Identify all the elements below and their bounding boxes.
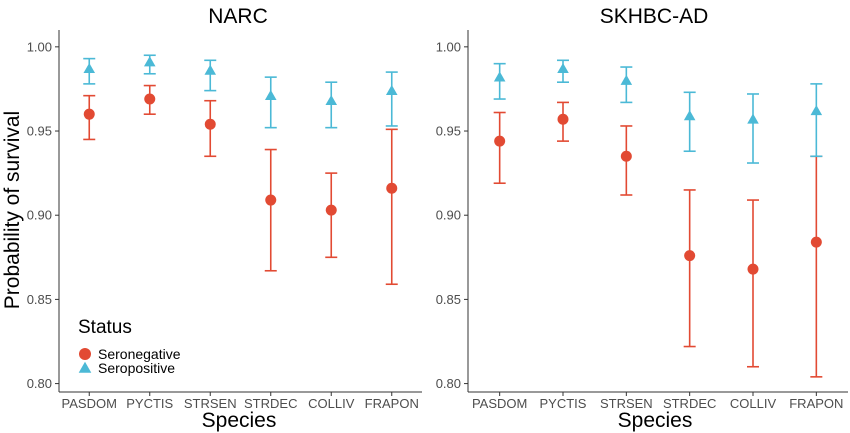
x-tick-label: STRDEC	[244, 396, 297, 411]
y-tick-label: 0.80	[27, 376, 52, 391]
data-point	[83, 62, 96, 74]
x-axis-title: Species	[202, 409, 277, 432]
data-point	[385, 84, 398, 95]
legend-key-triangle	[78, 361, 92, 373]
x-tick-label: STRDEC	[663, 396, 716, 411]
data-point	[620, 150, 632, 162]
legend-title: Status	[78, 317, 132, 338]
data-point	[810, 105, 823, 116]
y-tick-label: 0.85	[436, 292, 461, 307]
panel-1: NARC 0.80 0.85 0.90 0.95 1.00 PASDOM PYCTIS STRS…	[27, 5, 422, 432]
panel-title: NARC	[208, 5, 268, 28]
data-point	[144, 93, 156, 105]
data-point	[204, 64, 217, 75]
data-point	[264, 89, 277, 100]
y-tick-label: 0.90	[27, 208, 52, 223]
data-point	[747, 263, 759, 275]
data-point	[747, 113, 759, 124]
data-point	[325, 204, 337, 216]
data-point	[810, 236, 822, 248]
data-point	[494, 135, 506, 147]
y-tick-label: 1.00	[436, 39, 461, 54]
x-tick-label: FRAPON	[365, 396, 419, 411]
x-tick-label: PASDOM	[472, 396, 527, 411]
panel-title: SKHBC-AD	[600, 5, 709, 28]
x-tick-label: COLLIV	[308, 396, 355, 411]
x-tick-label: PYCTIS	[126, 396, 173, 411]
legend-key-circle	[79, 348, 91, 360]
data-point	[620, 74, 633, 85]
data-point	[325, 94, 338, 106]
y-tick-label: 0.95	[436, 124, 461, 139]
y-tick-label: 0.80	[436, 376, 461, 391]
series-seropositive	[83, 54, 398, 129]
legend-item-seropositive: Seropositive	[78, 360, 175, 376]
panels: NARC 0.80 0.85 0.90 0.95 1.00 PASDOM PYCTIS STRS…	[27, 5, 848, 432]
series-seronegative	[83, 84, 398, 286]
data-point	[684, 250, 696, 262]
y-tick-label: 0.95	[27, 124, 52, 139]
data-point	[493, 71, 506, 82]
x-tick-label: STRSEN	[600, 396, 653, 411]
data-point	[204, 118, 216, 130]
series-seropositive	[493, 59, 823, 164]
data-point	[83, 108, 95, 120]
x-tick-label: PASDOM	[62, 396, 117, 411]
x-tick-label: COLLIV	[730, 396, 777, 411]
x-tick-label: STRSEN	[184, 396, 237, 411]
data-point	[386, 182, 398, 194]
data-point	[683, 110, 696, 121]
data-point	[143, 56, 156, 67]
series-seronegative	[493, 101, 823, 378]
legend-item-seronegative: Seronegative	[79, 346, 181, 362]
x-tick-label: FRAPON	[789, 396, 843, 411]
y-tick-label: 0.90	[436, 208, 461, 223]
y-tick-label: 0.85	[27, 292, 52, 307]
legend-label: Seronegative	[98, 346, 181, 362]
x-tick-label: PYCTIS	[540, 396, 587, 411]
x-axis-title: Species	[618, 409, 693, 432]
y-tick-label: 1.00	[27, 39, 52, 54]
data-point	[557, 62, 569, 74]
y-axis-title: Probability of survival	[1, 111, 24, 309]
data-point	[557, 113, 569, 125]
legend-label: Seropositive	[98, 360, 175, 376]
data-point	[265, 194, 277, 206]
panel-2: SKHBC-AD 0.80 0.85 0.90 0.95 1.00 PASDOM PYCTIS…	[436, 5, 848, 432]
